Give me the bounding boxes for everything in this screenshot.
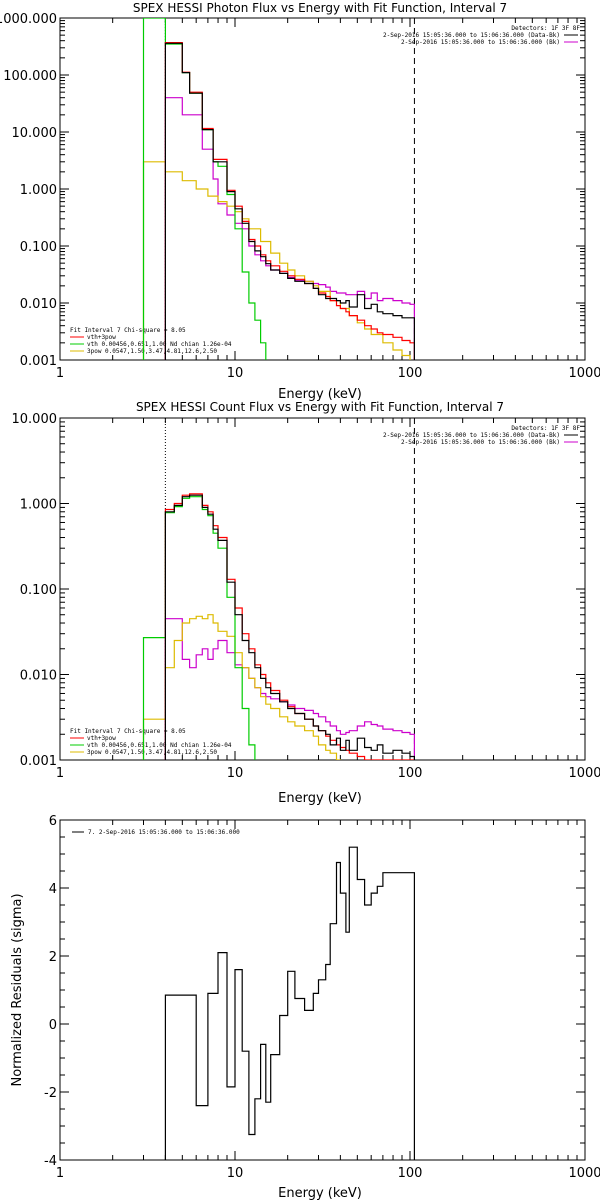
count-flux-marks: 1 10 100 1000 0.001 0.010 0.100 1.000 10.000 [12, 412, 600, 781]
photon-flux-y-tick-label: 0.010 [20, 297, 57, 312]
photon-flux-y-tick-label: 0.001 [20, 354, 57, 369]
count-flux-nonthermal-series-line [142, 614, 341, 760]
photon-flux-y-tick-label: 100.000 [3, 69, 57, 84]
count-flux-title: SPEX HESSI Count Flux vs Energy with Fit… [136, 400, 504, 414]
residuals-panel: Energy (keV) Normalized Residuals (sigma… [10, 819, 586, 1200]
count-flux-fit-interval-text: Fit Interval 7 Chi-square = 8.05 [70, 728, 186, 735]
count-flux-y-tick-label: 0.001 [20, 754, 57, 769]
residuals-marks: 1 10 100 1000 -4 -2 0 2 4 6 [44, 814, 600, 1181]
photon-flux-fit-interval-text: Fit Interval 7 Chi-square = 8.05 [70, 327, 186, 334]
photon-flux-total-series-line [164, 42, 415, 360]
count-flux-panel: SPEX HESSI Count Flux vs Energy with Fit… [59, 400, 586, 806]
residuals-y-tick-label: -4 [44, 1154, 57, 1169]
residuals-legend-text: 7. 2-Sep-2016 15:05:36.000 to 15:06:36.0… [88, 829, 240, 836]
photon-flux-data-series-line [164, 42, 415, 360]
count-flux-y-tick-label: 10.000 [12, 412, 58, 427]
photon-flux-x-tick-label: 10 [227, 366, 244, 381]
count-flux-x-tick-label: 1 [56, 766, 64, 781]
photon-flux-y-tick-label: 0.100 [20, 240, 57, 255]
residuals-y-tick-label: 2 [49, 950, 57, 965]
chart-marks: 1 10 100 10000.0010.0100.1001.00010.000100.… [0, 12, 600, 1181]
photon-flux-detectors-text: Detectors: 1F 3F 8F [511, 25, 580, 32]
residuals-y-tick-label: 6 [49, 814, 57, 829]
count-flux-data-interval-text: 2-Sep-2016 15:05:36.000 to 15:06:36.000 … [383, 432, 560, 439]
count-flux-y-tick-label: 0.010 [20, 669, 57, 684]
photon-flux-thermal-series-line [142, 18, 267, 360]
photon-flux-y-tick-label: 1.000 [20, 183, 57, 198]
count-flux-x-tick-label: 10 [227, 766, 244, 781]
count-flux-x-axis-label: Energy (keV) [278, 791, 362, 806]
count-flux-thermal-legend-text: vth 0.00456,0.651,1.00 Nd chian 1.26e-04 [87, 742, 232, 749]
residuals-y-axis-label: Normalized Residuals (sigma) [10, 893, 25, 1086]
photon-flux-background-series-line [164, 97, 415, 360]
residuals-data-series-line [164, 846, 415, 1160]
photon-flux-plot-frame [59, 17, 586, 361]
residuals-x-tick-label: 1 [56, 1166, 64, 1181]
photon-flux-thermal-legend-text: vth 0.00456,0.651,1.00 Nd chian 1.26e-04 [87, 341, 232, 348]
residuals-x-tick-label: 1000 [568, 1166, 600, 1181]
count-flux-background-series-line [164, 618, 415, 760]
count-flux-detectors-text: Detectors: 1F 3F 8F [511, 425, 580, 432]
photon-flux-bk-interval-text: 2-Sep-2016 15:05:36.000 to 15:06:36.000 … [401, 39, 560, 46]
count-flux-plot-frame [59, 417, 586, 761]
count-flux-x-tick-label: 1000 [568, 766, 600, 781]
photon-flux-nonthermal-series-line [142, 161, 411, 360]
count-flux-nonthermal-legend-text: 3pow 0.0547,1.50,3.47,4.81,12.6,2.50 [87, 749, 217, 756]
photon-flux-y-tick-label: 1000.000 [0, 12, 57, 27]
residuals-plot-frame [59, 819, 586, 1161]
count-flux-data-series-line [164, 494, 415, 760]
count-flux-bk-interval-text: 2-Sep-2016 15:05:36.000 to 15:06:36.000 … [401, 439, 560, 446]
residuals-x-axis-label: Energy (keV) [278, 1186, 362, 1200]
residuals-x-tick-label: 10 [227, 1166, 244, 1181]
photon-flux-x-tick-label: 100 [398, 366, 423, 381]
photon-flux-title: SPEX HESSI Photon Flux vs Energy with Fi… [133, 1, 507, 15]
residuals-y-tick-label: 0 [49, 1018, 57, 1033]
count-flux-x-tick-label: 100 [398, 766, 423, 781]
count-flux-y-tick-label: 1.000 [20, 498, 57, 513]
photon-flux-y-tick-label: 10.000 [12, 126, 58, 141]
photon-flux-panel: SPEX HESSI Photon Flux vs Energy with Fi… [59, 1, 586, 402]
photon-flux-x-axis-label: Energy (keV) [278, 387, 362, 402]
residuals-y-tick-label: -2 [44, 1086, 57, 1101]
photon-flux-x-tick-label: 1000 [568, 366, 600, 381]
photon-flux-total-legend-text: vth+3pow [87, 334, 116, 341]
photon-flux-marks: 1 10 100 1000 0.001 0.010 0.100 1.000 10.000 100.… [0, 12, 600, 381]
photon-flux-x-tick-label: 1 [56, 366, 64, 381]
residuals-x-tick-label: 100 [398, 1166, 423, 1181]
count-flux-total-legend-text: vth+3pow [87, 735, 116, 742]
count-flux-y-tick-label: 0.100 [20, 583, 57, 598]
residuals-y-tick-label: 4 [49, 882, 57, 897]
photon-flux-data-interval-text: 2-Sep-2016 15:05:36.000 to 15:06:36.000 … [383, 32, 560, 39]
photon-flux-nonthermal-legend-text: 3pow 0.0547,1.50,3.47,4.81,12.6,2.50 [87, 348, 217, 355]
